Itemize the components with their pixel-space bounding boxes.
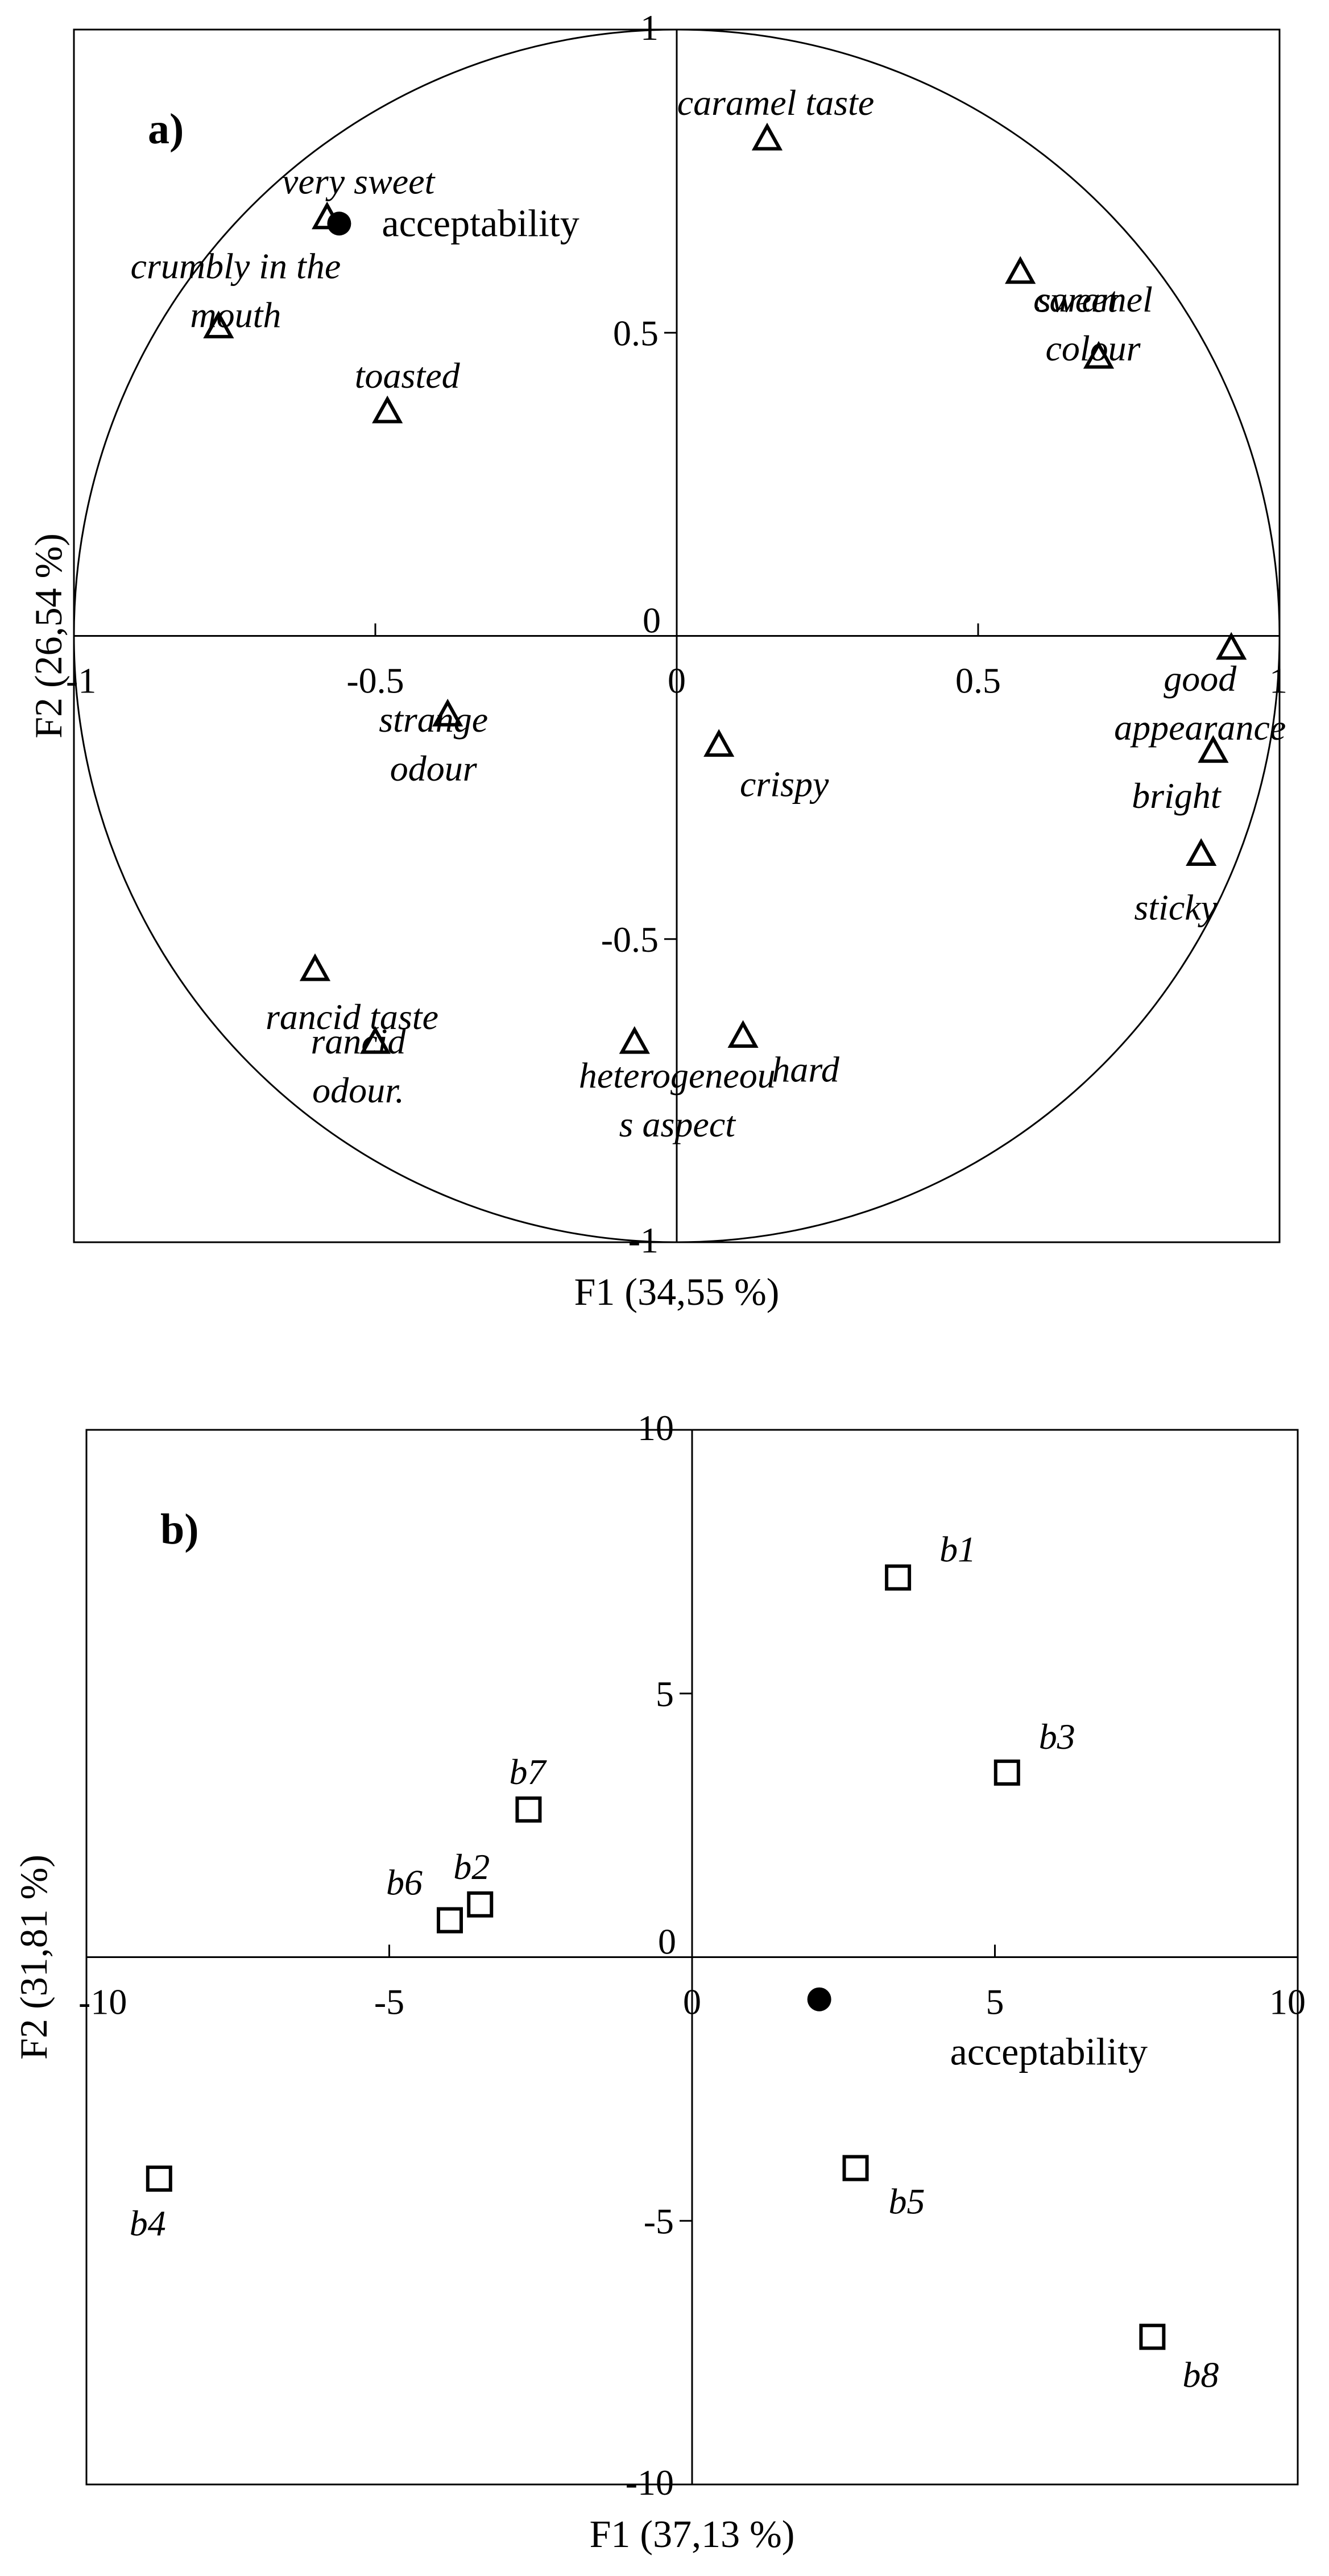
data-point	[432, 698, 463, 727]
data-point	[1186, 838, 1217, 866]
data-point	[751, 122, 783, 151]
point-label: b6	[386, 1862, 423, 1903]
acceptability-point	[327, 211, 351, 236]
data-point	[1083, 341, 1115, 369]
y-tick-label: 0.5	[613, 313, 659, 353]
point-label: crumbly in the mouth	[131, 246, 341, 335]
data-point	[1005, 256, 1036, 284]
data-point	[1198, 735, 1229, 763]
x-tick-label: 10	[1269, 1982, 1306, 2022]
data-point	[842, 2155, 869, 2181]
x-axis-label: F1 (34,55 %)	[574, 1270, 780, 1313]
y-axis-label: F2 (26,54 %)	[27, 533, 70, 739]
point-label: sweet	[1037, 280, 1119, 320]
x-tick-label: 0	[668, 661, 686, 701]
point-label: b8	[1182, 2354, 1219, 2395]
x-tick-label: 1	[1269, 661, 1287, 701]
point-label: caramel taste	[677, 82, 875, 123]
chart-a: -1 -0.5 0 0.5 1 -1 -0.5 0 0.5 1 F1 (34,55 %) F2 (26…	[27, 7, 1287, 1313]
y-tick-label: 10	[637, 1408, 674, 1448]
acceptability-label: acceptability	[950, 2030, 1148, 2073]
acceptability-point	[807, 1987, 831, 2011]
point-label: very sweet	[282, 161, 436, 202]
data-point	[467, 1891, 494, 1918]
x-tick-label: -10	[78, 1982, 127, 2022]
data-point	[703, 729, 735, 757]
point-label: b4	[130, 2203, 166, 2243]
x-tick-label: 0.5	[955, 661, 1001, 701]
x-tick-label: 5	[986, 1982, 1004, 2022]
y-tick-label: 1	[640, 7, 659, 48]
data-point	[993, 1759, 1020, 1786]
point-label-line: heterogeneou	[579, 1055, 776, 1096]
point-label-line: odour	[390, 748, 478, 789]
point-label-line: s aspect	[619, 1104, 737, 1144]
point-label-line: appearance	[1114, 707, 1286, 748]
acceptability-label: acceptability	[382, 201, 579, 244]
point-label-line: rancid	[310, 1021, 406, 1061]
point-label: hard	[772, 1049, 840, 1089]
x-axis-label: F1 (37,13 %)	[590, 2512, 795, 2556]
panel-label: a)	[148, 105, 184, 153]
point-label: sticky	[1134, 887, 1217, 927]
point-label: b3	[1039, 1716, 1075, 1757]
point-label-line: mouth	[190, 295, 281, 335]
point-label: caramel colour	[1033, 279, 1153, 368]
point-label: bright	[1132, 775, 1222, 816]
point-label-line: strange	[379, 699, 488, 740]
data-point	[146, 2166, 172, 2192]
x-tick-label: -0.5	[346, 661, 404, 701]
x-tick-label: 0	[683, 1982, 701, 2022]
y-tick-label: -5	[644, 2201, 674, 2241]
y-tick-label: -10	[626, 2462, 674, 2503]
point-label-line: caramel	[1033, 279, 1153, 320]
point-label: heterogeneou s aspect	[579, 1055, 776, 1144]
y-tick-label: -0.5	[601, 919, 659, 960]
data-point	[437, 1907, 463, 1934]
x-tick-label: -1	[66, 661, 96, 701]
data-point	[515, 1796, 542, 1823]
point-label: crispy	[740, 764, 829, 804]
chart-b: -10 -5 0 5 10 -10 -5 0 5 10 F1 (37,13 %) F2 (31,81 …	[12, 1408, 1306, 2556]
point-label: b1	[939, 1529, 976, 1570]
point-label-line: colour	[1045, 328, 1141, 368]
point-label: b2	[453, 1847, 490, 1887]
point-label: toasted	[355, 355, 461, 396]
point-label: strange odour	[379, 699, 488, 789]
y-tick-label: 5	[656, 1674, 674, 1714]
y-tick-label: -1	[628, 1220, 659, 1260]
point-label: good appearance	[1114, 658, 1286, 748]
data-point	[1216, 632, 1247, 660]
y-tick-label: 0	[643, 600, 661, 641]
data-point	[299, 953, 331, 981]
point-label-line: good	[1164, 658, 1237, 699]
panel-label: b)	[160, 1505, 199, 1553]
point-label: b7	[509, 1752, 547, 1792]
data-point	[1139, 2324, 1166, 2350]
data-point	[359, 1026, 391, 1054]
point-label: rancid taste	[266, 997, 438, 1037]
y-tick-label: 0	[658, 1922, 676, 1962]
data-point	[619, 1026, 650, 1054]
data-point	[203, 310, 234, 339]
data-point	[372, 395, 403, 424]
point-label-line: odour.	[312, 1070, 404, 1110]
data-point	[727, 1020, 759, 1048]
x-tick-label: -5	[374, 1982, 404, 2022]
point-label: rancid odour.	[310, 1021, 406, 1110]
point-label-line: crumbly in the	[131, 246, 341, 287]
point-label: b5	[889, 2181, 925, 2222]
data-point	[885, 1564, 912, 1591]
y-axis-label: F2 (31,81 %)	[12, 1855, 55, 2060]
